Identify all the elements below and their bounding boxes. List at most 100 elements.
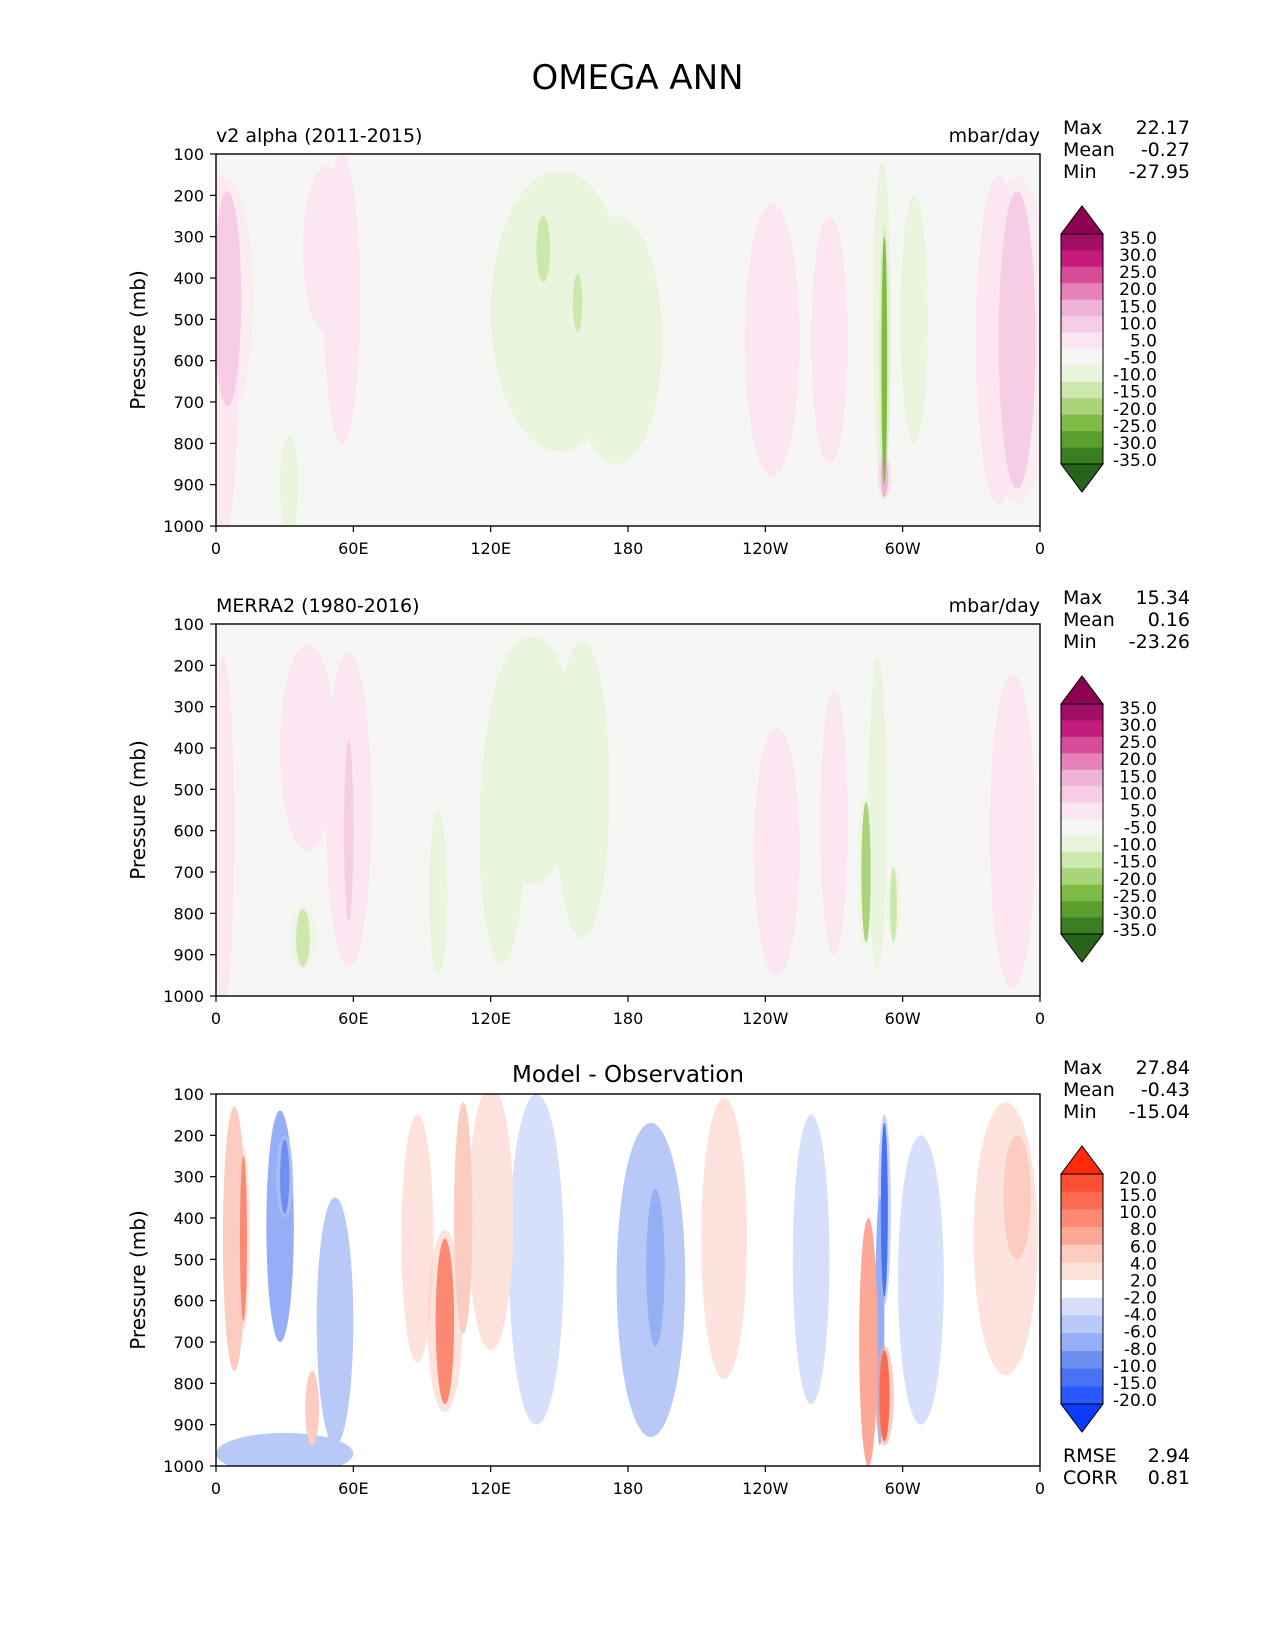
- contour-core: [881, 236, 888, 485]
- colorbar-segment: [1061, 736, 1103, 754]
- colorbar-label: -30.0: [1113, 434, 1157, 454]
- x-tick-label: 120W: [742, 1479, 789, 1498]
- colorbar-label: 10.0: [1119, 314, 1157, 334]
- colorbar-segment: [1061, 299, 1103, 317]
- colorbar: 35.030.025.020.015.010.05.0-5.0-10.0-15.…: [1060, 675, 1157, 963]
- panel-test: 100 200 300 400 500 600 700 800 900 1000 0 60E 120E 1…: [126, 117, 1190, 558]
- colorbar-segment: [1061, 835, 1103, 853]
- x-tick-label: 0: [1035, 1479, 1045, 1498]
- stat-value: 0.16: [1148, 609, 1190, 631]
- colorbar-segment: [1061, 1297, 1103, 1317]
- y-tick-label: 1000: [163, 517, 204, 536]
- colorbar-label: -10.0: [1113, 1357, 1157, 1377]
- colorbar-segment: [1061, 447, 1103, 465]
- stat-value: 2.94: [1148, 1445, 1190, 1467]
- colorbar-segment: [1061, 1350, 1103, 1370]
- y-tick-label: 300: [173, 1168, 204, 1187]
- colorbar-label: 35.0: [1119, 699, 1157, 719]
- contour-core: [216, 657, 235, 996]
- colorbar-label: 20.0: [1119, 280, 1157, 300]
- y-tick-label: 100: [173, 145, 204, 164]
- colorbar-segment: [1061, 720, 1103, 738]
- contour-feature: [486, 636, 578, 885]
- contour-core: [880, 1122, 888, 1297]
- colorbar-segment: [1061, 1227, 1103, 1246]
- colorbar-label: 35.0: [1119, 229, 1157, 249]
- y-tick-label: 700: [173, 393, 204, 412]
- contour-feature: [490, 170, 628, 452]
- x-tick-label: 60E: [338, 1009, 368, 1028]
- colorbar-label: -35.0: [1113, 451, 1157, 471]
- x-tick-label: 120W: [742, 1009, 789, 1028]
- colorbar-label: 15.0: [1119, 767, 1157, 787]
- contour-core: [216, 191, 242, 407]
- contour-feature: [316, 1197, 354, 1446]
- colorbar-label: 4.0: [1130, 1254, 1157, 1274]
- contour-feature: [302, 166, 349, 332]
- colorbar-label: 5.0: [1130, 331, 1157, 351]
- x-tick-label: 60E: [338, 1479, 368, 1498]
- colorbar-label: 25.0: [1119, 733, 1157, 753]
- panel-title-center: Model - Observation: [512, 1062, 744, 1088]
- colorbar-label: -10.0: [1113, 836, 1157, 856]
- panel-diff: 100 200 300 400 500 600 700 800 900 1000 0 60E 120E 1…: [126, 1057, 1190, 1498]
- x-tick-label: 60W: [885, 539, 921, 558]
- colorbar-label: -30.0: [1113, 904, 1157, 924]
- colorbar-label: -25.0: [1113, 417, 1157, 437]
- stat-label: RMSE: [1063, 1445, 1117, 1467]
- stat-label: Min: [1063, 161, 1097, 183]
- x-tick-label: 0: [1035, 1009, 1045, 1028]
- y-tick-label: 500: [173, 780, 204, 799]
- colorbar-segment: [1061, 316, 1103, 334]
- colorbar-segment: [1061, 349, 1103, 366]
- colorbar-label: 10.0: [1119, 784, 1157, 804]
- contour-fills: [216, 154, 1040, 526]
- colorbar-label: 6.0: [1130, 1237, 1157, 1257]
- contour-feature: [792, 1114, 830, 1405]
- contour-feature: [989, 673, 1036, 988]
- colorbar-segment: [1061, 753, 1103, 771]
- colorbar-segment: [1061, 234, 1103, 251]
- colorbar-segment: [1061, 398, 1103, 416]
- stat-label: Max: [1063, 117, 1102, 139]
- contour-feature: [898, 1135, 944, 1425]
- stat-label: CORR: [1063, 1467, 1118, 1489]
- colorbar-segment: [1061, 266, 1103, 284]
- contour-feature: [900, 195, 928, 444]
- stat-label: Mean: [1063, 139, 1115, 161]
- colorbar: 35.030.025.020.015.010.05.0-5.0-10.0-15.…: [1060, 205, 1157, 493]
- x-tick-label: 60W: [885, 1009, 921, 1028]
- x-tick-label: 0: [211, 1479, 221, 1498]
- y-tick-label: 500: [173, 1250, 204, 1269]
- colorbar-segment: [1061, 365, 1103, 383]
- colorbar-segment: [1061, 1368, 1103, 1387]
- colorbar-extend-bottom: [1060, 463, 1104, 493]
- colorbar-segment: [1061, 851, 1103, 869]
- colorbar-label: 15.0: [1119, 297, 1157, 317]
- y-tick-label: 200: [173, 656, 204, 675]
- colorbar-label: -15.0: [1113, 383, 1157, 403]
- contour-feature: [467, 1094, 514, 1351]
- stat-value: -0.27: [1141, 139, 1190, 161]
- contour-feature: [508, 1094, 564, 1425]
- y-tick-label: 1000: [163, 1457, 204, 1476]
- colorbar: 20.015.010.08.06.04.02.0-2.0-4.0-6.0-8.0…: [1060, 1145, 1157, 1433]
- colorbar-label: -8.0: [1124, 1340, 1157, 1360]
- colorbar-extend-top: [1060, 205, 1104, 235]
- colorbar-label: -20.0: [1113, 870, 1157, 890]
- colorbar-frame: [1060, 1173, 1104, 1405]
- colorbar-segment: [1061, 1262, 1103, 1281]
- y-tick-label: 100: [173, 1085, 204, 1104]
- colorbar-extend-top: [1060, 1145, 1104, 1175]
- y-tick-label: 900: [173, 946, 204, 965]
- colorbar-label: -6.0: [1124, 1323, 1157, 1343]
- contour-core: [890, 867, 897, 943]
- colorbar-segment: [1061, 704, 1103, 721]
- stat-value: 22.17: [1136, 117, 1190, 139]
- colorbar-label: 30.0: [1119, 246, 1157, 266]
- colorbar-label: 2.0: [1130, 1271, 1157, 1291]
- figure-title: OMEGA ANN: [531, 58, 744, 98]
- colorbar-segment: [1061, 769, 1103, 787]
- colorbar-label: -5.0: [1124, 349, 1157, 369]
